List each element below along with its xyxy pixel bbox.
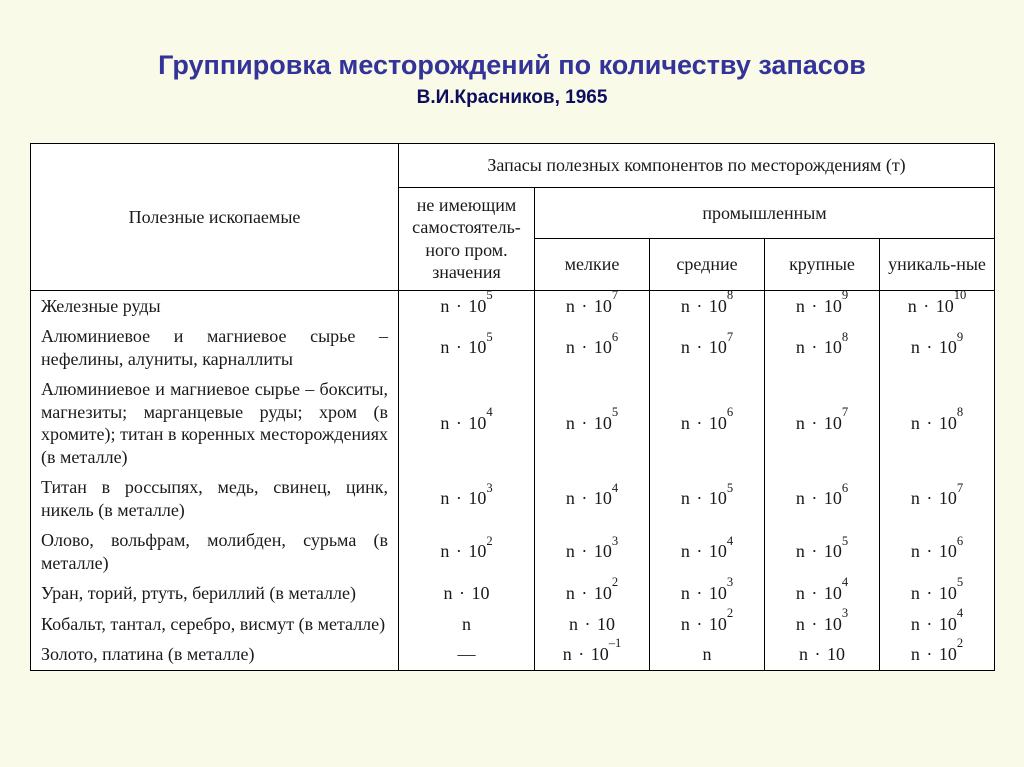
value-cell: — — [399, 639, 535, 670]
value-cell: n · 103 — [765, 609, 880, 640]
value-cell: n · 106 — [650, 374, 765, 472]
value-cell: n · 104 — [535, 472, 650, 525]
col-header-unique: уникаль-ные — [880, 239, 995, 291]
value-cell: n · 107 — [535, 290, 650, 321]
col-header-industrial: промышленным — [535, 187, 995, 239]
value-cell: n — [650, 639, 765, 670]
table-row: Алюминиевое и магниевое сырье – бокситы,… — [31, 374, 995, 472]
col-header-small: мелкие — [535, 239, 650, 291]
value-cell: n · 102 — [535, 578, 650, 609]
value-cell: n · 103 — [650, 578, 765, 609]
material-cell: Железные руды — [31, 290, 399, 321]
title-block: Группировка месторождений по количеству … — [30, 50, 994, 109]
col-header-reserves: Запасы полезных компонентов по месторожд… — [399, 144, 995, 188]
value-cell: n · 107 — [765, 374, 880, 472]
value-cell: n · 108 — [650, 290, 765, 321]
material-cell: Титан в россыпях, медь, свинец, цинк, ни… — [31, 472, 399, 525]
page-subtitle: В.И.Красников, 1965 — [30, 87, 994, 109]
value-cell: n · 106 — [880, 525, 995, 578]
value-cell: n · 105 — [535, 374, 650, 472]
page-title: Группировка месторождений по количеству … — [30, 50, 994, 81]
value-cell: n — [399, 609, 535, 640]
material-cell: Олово, вольфрам, молибден, сурьма (в мет… — [31, 525, 399, 578]
value-cell: n · 104 — [880, 609, 995, 640]
value-cell: n · 107 — [880, 472, 995, 525]
value-cell: n · 104 — [399, 374, 535, 472]
material-cell: Алюминиевое и магниевое сырье – бокситы,… — [31, 374, 399, 472]
table-row: Золото, платина (в металле)—n · 10–1nn ·… — [31, 639, 995, 670]
value-cell: n · 108 — [765, 321, 880, 374]
value-cell: n · 104 — [650, 525, 765, 578]
value-cell: n · 102 — [880, 639, 995, 670]
material-cell: Алюминиевое и магниевое сырье – нефелины… — [31, 321, 399, 374]
value-cell: n · 10–1 — [535, 639, 650, 670]
value-cell: n · 10 — [765, 639, 880, 670]
col-header-medium: средние — [650, 239, 765, 291]
value-cell: n · 106 — [765, 472, 880, 525]
value-cell: n · 105 — [399, 290, 535, 321]
table-row: Титан в россыпях, медь, свинец, цинк, ни… — [31, 472, 995, 525]
table-row: Кобальт, тантал, серебро, висмут (в мета… — [31, 609, 995, 640]
col-header-material: Полезные ископаемые — [31, 144, 399, 291]
value-cell: n · 109 — [880, 321, 995, 374]
value-cell: n · 102 — [399, 525, 535, 578]
value-cell: n · 106 — [535, 321, 650, 374]
value-cell: n · 105 — [650, 472, 765, 525]
value-cell: n · 105 — [399, 321, 535, 374]
value-cell: n · 10 — [399, 578, 535, 609]
value-cell: n · 10 — [535, 609, 650, 640]
material-cell: Уран, торий, ртуть, бериллий (в металле) — [31, 578, 399, 609]
material-cell: Золото, платина (в металле) — [31, 639, 399, 670]
value-cell: n · 103 — [399, 472, 535, 525]
table-row: Алюминиевое и магниевое сырье – нефелины… — [31, 321, 995, 374]
col-header-no-industrial: не имеющим самостоятель-ного пром. значе… — [399, 187, 535, 290]
value-cell: n · 104 — [765, 578, 880, 609]
value-cell: n · 105 — [880, 578, 995, 609]
deposits-table: Полезные ископаемые Запасы полезных комп… — [30, 143, 995, 671]
material-cell: Кобальт, тантал, серебро, висмут (в мета… — [31, 609, 399, 640]
table-row: Железные рудыn · 105n · 107n · 108n · 10… — [31, 290, 995, 321]
value-cell: n · 1010 — [880, 290, 995, 321]
table-row: Олово, вольфрам, молибден, сурьма (в мет… — [31, 525, 995, 578]
value-cell: n · 109 — [765, 290, 880, 321]
value-cell: n · 108 — [880, 374, 995, 472]
table-container: Полезные ископаемые Запасы полезных комп… — [30, 143, 994, 671]
value-cell: n · 102 — [650, 609, 765, 640]
table-body: Железные рудыn · 105n · 107n · 108n · 10… — [31, 290, 995, 670]
slide: Группировка месторождений по количеству … — [0, 0, 1024, 767]
col-header-large: крупные — [765, 239, 880, 291]
value-cell: n · 103 — [535, 525, 650, 578]
value-cell: n · 107 — [650, 321, 765, 374]
table-row: Уран, торий, ртуть, бериллий (в металле)… — [31, 578, 995, 609]
value-cell: n · 105 — [765, 525, 880, 578]
